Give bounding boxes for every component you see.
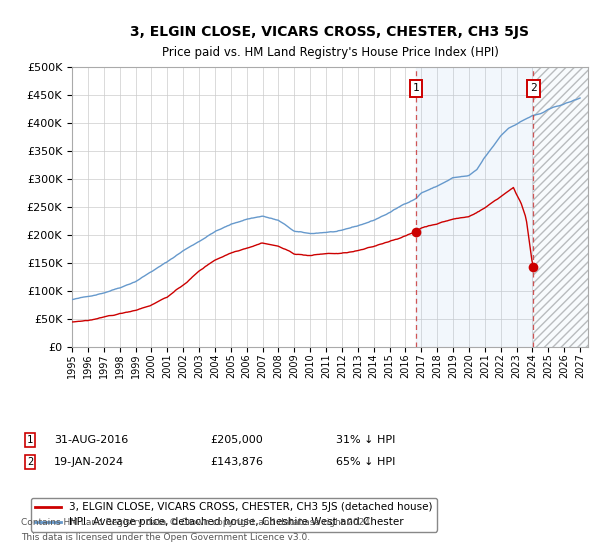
Bar — [533, 67, 588, 347]
Text: Price paid vs. HM Land Registry's House Price Index (HPI): Price paid vs. HM Land Registry's House … — [161, 46, 499, 59]
Text: 2: 2 — [27, 457, 33, 467]
Text: £205,000: £205,000 — [210, 435, 263, 445]
Text: 1: 1 — [413, 83, 419, 94]
Text: 31% ↓ HPI: 31% ↓ HPI — [336, 435, 395, 445]
Text: This data is licensed under the Open Government Licence v3.0.: This data is licensed under the Open Gov… — [21, 533, 310, 542]
Text: £143,876: £143,876 — [210, 457, 263, 467]
Text: 2: 2 — [530, 83, 536, 94]
Bar — [416, 67, 533, 347]
Text: 65% ↓ HPI: 65% ↓ HPI — [336, 457, 395, 467]
Legend: 3, ELGIN CLOSE, VICARS CROSS, CHESTER, CH3 5JS (detached house), HPI: Average pr: 3, ELGIN CLOSE, VICARS CROSS, CHESTER, C… — [31, 498, 437, 531]
Text: 31-AUG-2016: 31-AUG-2016 — [54, 435, 128, 445]
Text: 3, ELGIN CLOSE, VICARS CROSS, CHESTER, CH3 5JS: 3, ELGIN CLOSE, VICARS CROSS, CHESTER, C… — [131, 25, 530, 39]
Bar — [533, 67, 588, 347]
Text: 1: 1 — [27, 435, 33, 445]
Text: Contains HM Land Registry data © Crown copyright and database right 2024.: Contains HM Land Registry data © Crown c… — [21, 518, 373, 527]
Text: 19-JAN-2024: 19-JAN-2024 — [54, 457, 124, 467]
